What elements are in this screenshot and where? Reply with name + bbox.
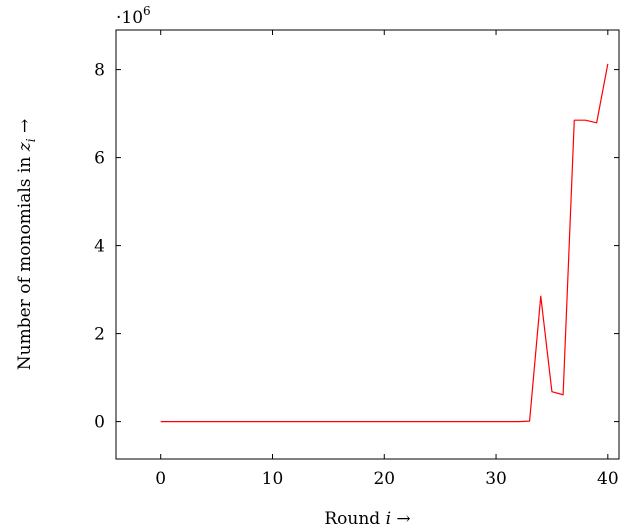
x-axis: 0 10 20 30 40 — [155, 30, 619, 489]
x-tick-label: 10 — [262, 469, 284, 489]
x-tick-label: 20 — [373, 469, 395, 489]
y-tick-label: 8 — [94, 61, 105, 81]
y-tick-label: 6 — [94, 149, 105, 169]
y-axis: 0 2 4 6 8 — [94, 61, 619, 433]
x-tick-label: 0 — [155, 469, 166, 489]
x-tick-label: 40 — [597, 469, 619, 489]
y-axis-title: Number of monomials in zi → — [15, 119, 38, 370]
y-tick-label: 0 — [94, 413, 105, 433]
axes-frame — [115, 29, 620, 460]
y-tick-label: 4 — [94, 237, 105, 257]
series-line — [160, 63, 609, 423]
y-tick-label: 2 — [94, 325, 105, 345]
plot-area — [115, 29, 620, 460]
x-tick-label: 30 — [485, 469, 507, 489]
y-axis-multiplier: ·106 — [116, 4, 151, 28]
series-layer — [160, 63, 609, 423]
x-axis-title: Round i → — [324, 509, 410, 529]
